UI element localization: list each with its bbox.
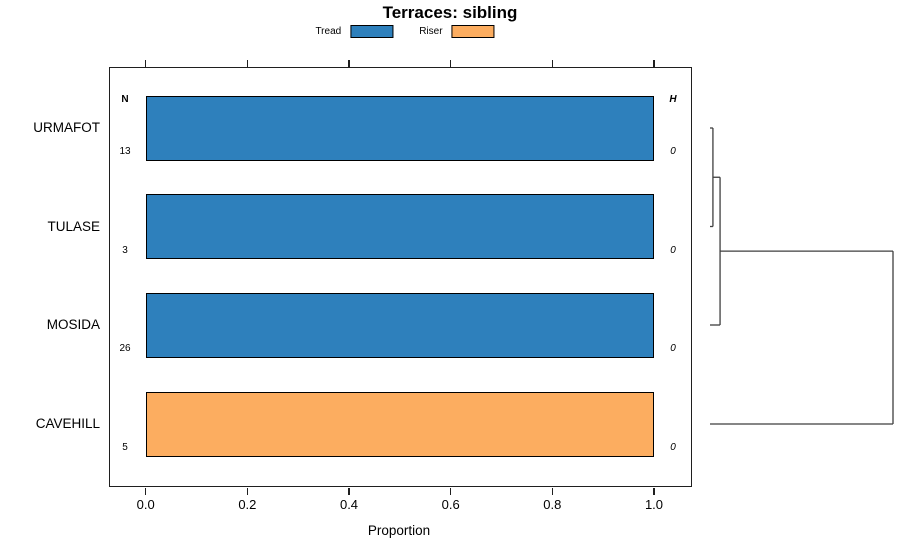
h-value: 0 — [670, 146, 676, 157]
x-axis-tick-label: 0.4 — [339, 497, 359, 512]
n-value: 26 — [119, 343, 131, 354]
x-axis-tick-label: 0.0 — [136, 497, 155, 512]
bar-segment-riser — [145, 391, 654, 457]
legend: Tread Riser — [315, 25, 495, 38]
h-value: 0 — [670, 343, 676, 354]
legend-label: Riser — [419, 26, 443, 37]
x-axis-tick-label: 1.0 — [644, 497, 664, 512]
x-axis-tick-label: 0.8 — [543, 497, 562, 512]
x-axis-tick-bottom — [551, 487, 553, 495]
h-column-header: H — [669, 94, 677, 105]
category-label-urmafot: URMAFOT — [33, 120, 100, 135]
legend-swatch-riser — [451, 25, 495, 38]
category-label-cavehill: CAVEHILL — [35, 416, 100, 431]
bar-segment-tread — [145, 194, 654, 259]
n-column-header: N — [121, 94, 129, 105]
x-axis-tick-bottom — [348, 487, 350, 495]
x-axis-tick-top — [348, 60, 350, 67]
x-axis-tick-bottom — [246, 487, 248, 495]
x-axis-tick-top — [246, 60, 248, 67]
x-axis-title: Proportion — [367, 523, 431, 538]
n-value: 13 — [119, 146, 131, 157]
h-value: 0 — [670, 244, 676, 256]
bar-segment-tread — [145, 95, 654, 161]
n-value: 5 — [122, 442, 128, 453]
legend-swatch-tread — [350, 25, 394, 38]
n-value: 3 — [122, 244, 128, 256]
x-axis-tick-bottom — [145, 487, 147, 495]
category-label-mosida: MOSIDA — [46, 317, 100, 332]
chart-title: Terraces: sibling — [382, 3, 518, 22]
x-axis-tick-top — [450, 60, 452, 67]
legend-label: Tread — [315, 26, 342, 37]
h-value: 0 — [670, 442, 676, 453]
x-axis-tick-top — [145, 60, 147, 67]
x-axis-tick-top — [653, 60, 655, 67]
x-axis-tick-label: 0.6 — [441, 497, 460, 512]
x-axis-tick-bottom — [450, 487, 452, 495]
x-axis-tick-label: 0.2 — [238, 497, 257, 512]
category-label-tulase: TULASE — [47, 218, 100, 234]
x-axis-tick-bottom — [653, 487, 655, 495]
plot-area-border — [109, 67, 692, 487]
legend-item-riser: Riser — [419, 25, 495, 38]
legend-item-tread: Tread — [315, 25, 394, 38]
x-axis-tick-top — [551, 60, 553, 67]
bar-segment-tread — [145, 292, 654, 358]
